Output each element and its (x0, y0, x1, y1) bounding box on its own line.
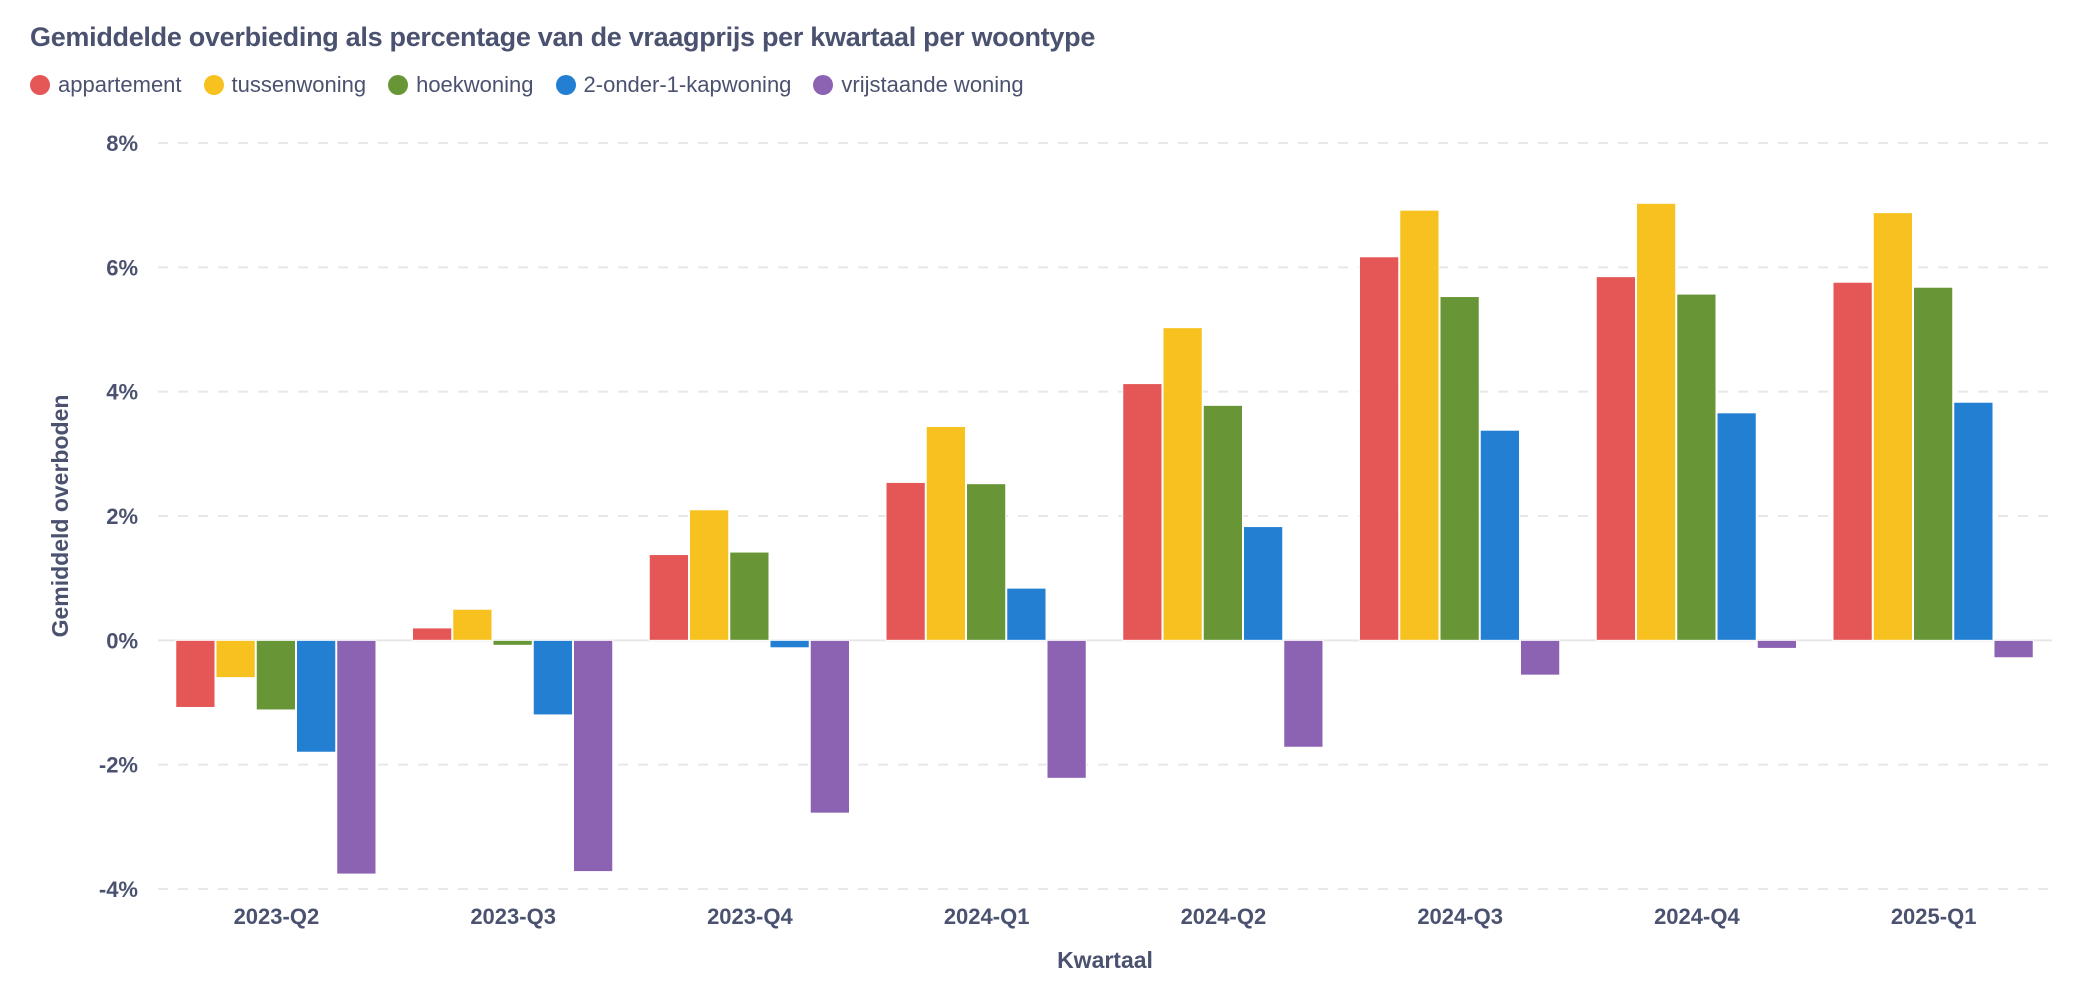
bar-tussenwoning-2023-Q2[interactable] (215, 639, 256, 679)
bar-vrijstaande-woning-2024-Q2[interactable] (1283, 639, 1324, 748)
bar-appartement-2024-Q3[interactable] (1359, 256, 1400, 641)
bar-vrijstaande-woning-2024-Q4[interactable] (1756, 639, 1797, 649)
bar-tussenwoning-2024-Q1[interactable] (925, 425, 967, 641)
y-tick-label: -2% (99, 753, 138, 778)
bar-hoekwoning-2024-Q3[interactable] (1439, 296, 1480, 641)
legend-label: tussenwoning (231, 72, 367, 97)
chart-title: Gemiddelde overbieding als percentage va… (30, 22, 1096, 52)
x-tick-label: 2024-Q1 (944, 904, 1030, 929)
bar-tussenwoning-2023-Q3[interactable] (452, 608, 493, 641)
bar-vrijstaande-woning-2023-Q3[interactable] (572, 639, 614, 873)
bar-vrijstaande-woning-2023-Q2[interactable] (336, 639, 377, 875)
bar-hoekwoning-2024-Q2[interactable] (1202, 404, 1243, 641)
bar-tussenwoning-2024-Q2[interactable] (1162, 327, 1203, 641)
bar-hoekwoning-2023-Q2[interactable] (255, 639, 296, 711)
bar-2-onder-1-kapwoning-2023-Q4[interactable] (769, 639, 810, 649)
bar-vrijstaande-woning-2024-Q1[interactable] (1046, 639, 1087, 779)
bar-vrijstaande-woning-2025-Q1[interactable] (1993, 639, 2034, 659)
y-tick-label: 6% (106, 255, 138, 280)
bar-appartement-2023-Q4[interactable] (648, 554, 690, 641)
legend-item[interactable]: tussenwoning (203, 72, 367, 98)
legend-label: hoekwoning (416, 72, 534, 97)
bar-appartement-2024-Q4[interactable] (1595, 276, 1637, 641)
bar-appartement-2023-Q3[interactable] (412, 627, 453, 641)
legend-dot-icon (388, 75, 409, 95)
y-tick-label: 8% (106, 131, 138, 156)
y-tick-label: 2% (106, 504, 138, 529)
bar-hoekwoning-2023-Q4[interactable] (729, 551, 770, 641)
legend-label: appartement (58, 72, 182, 97)
y-tick-label: 0% (106, 628, 138, 653)
x-tick-label: 2024-Q2 (1181, 904, 1267, 929)
x-tick-label: 2025-Q1 (1891, 904, 1977, 929)
legend-item[interactable]: 2-onder-1-kapwoning (555, 72, 792, 98)
bar-tussenwoning-2024-Q3[interactable] (1399, 209, 1440, 641)
x-tick-label: 2024-Q4 (1654, 904, 1740, 929)
x-tick-label: 2023-Q3 (470, 904, 556, 929)
legend-item[interactable]: vrijstaande woning (813, 72, 1024, 98)
legend-dot-icon (203, 75, 224, 95)
bar-tussenwoning-2025-Q1[interactable] (1872, 212, 1914, 641)
bar-hoekwoning-2024-Q4[interactable] (1676, 293, 1717, 641)
legend-dot-icon (555, 75, 576, 95)
legend-item[interactable]: hoekwoning (388, 72, 534, 98)
bar-2-onder-1-kapwoning-2024-Q3[interactable] (1479, 429, 1520, 641)
bar-appartement-2025-Q1[interactable] (1832, 281, 1873, 641)
y-tick-label: 4% (106, 380, 138, 405)
y-axis-title: Gemiddeld overboden (47, 395, 73, 638)
bar-2-onder-1-kapwoning-2024-Q4[interactable] (1716, 412, 1757, 641)
x-tick-label: 2023-Q2 (234, 904, 320, 929)
legend: appartement tussenwoning hoekwoning 2-onder… (30, 72, 1024, 98)
bar-appartement-2023-Q2[interactable] (175, 639, 216, 708)
bar-tussenwoning-2024-Q4[interactable] (1636, 202, 1677, 641)
bar-hoekwoning-2023-Q3[interactable] (492, 639, 533, 646)
bar-2-onder-1-kapwoning-2023-Q2[interactable] (295, 639, 337, 753)
bar-2-onder-1-kapwoning-2023-Q3[interactable] (532, 639, 573, 716)
x-tick-label: 2023-Q4 (707, 904, 793, 929)
bar-appartement-2024-Q2[interactable] (1122, 383, 1163, 641)
x-axis-title: Kwartaal (1057, 947, 1153, 973)
legend-label: 2-onder-1-kapwoning (583, 72, 792, 97)
legend-item[interactable]: appartement (30, 72, 182, 98)
bar-tussenwoning-2023-Q4[interactable] (689, 509, 730, 641)
bar-hoekwoning-2025-Q1[interactable] (1913, 286, 1954, 641)
bar-hoekwoning-2024-Q1[interactable] (966, 483, 1007, 641)
bar-2-onder-1-kapwoning-2024-Q2[interactable] (1242, 526, 1284, 641)
y-tick-label: -4% (99, 877, 138, 902)
bar-appartement-2024-Q1[interactable] (885, 481, 926, 641)
legend-dot-icon (813, 75, 834, 95)
bar-vrijstaande-woning-2024-Q3[interactable] (1519, 639, 1561, 676)
x-tick-label: 2024-Q3 (1417, 904, 1503, 929)
legend-label: vrijstaande woning (841, 72, 1024, 97)
legend-dot-icon (30, 75, 50, 95)
bar-vrijstaande-woning-2023-Q4[interactable] (809, 639, 850, 814)
bar-2-onder-1-kapwoning-2025-Q1[interactable] (1953, 401, 1994, 641)
bar-2-onder-1-kapwoning-2024-Q1[interactable] (1006, 587, 1047, 641)
